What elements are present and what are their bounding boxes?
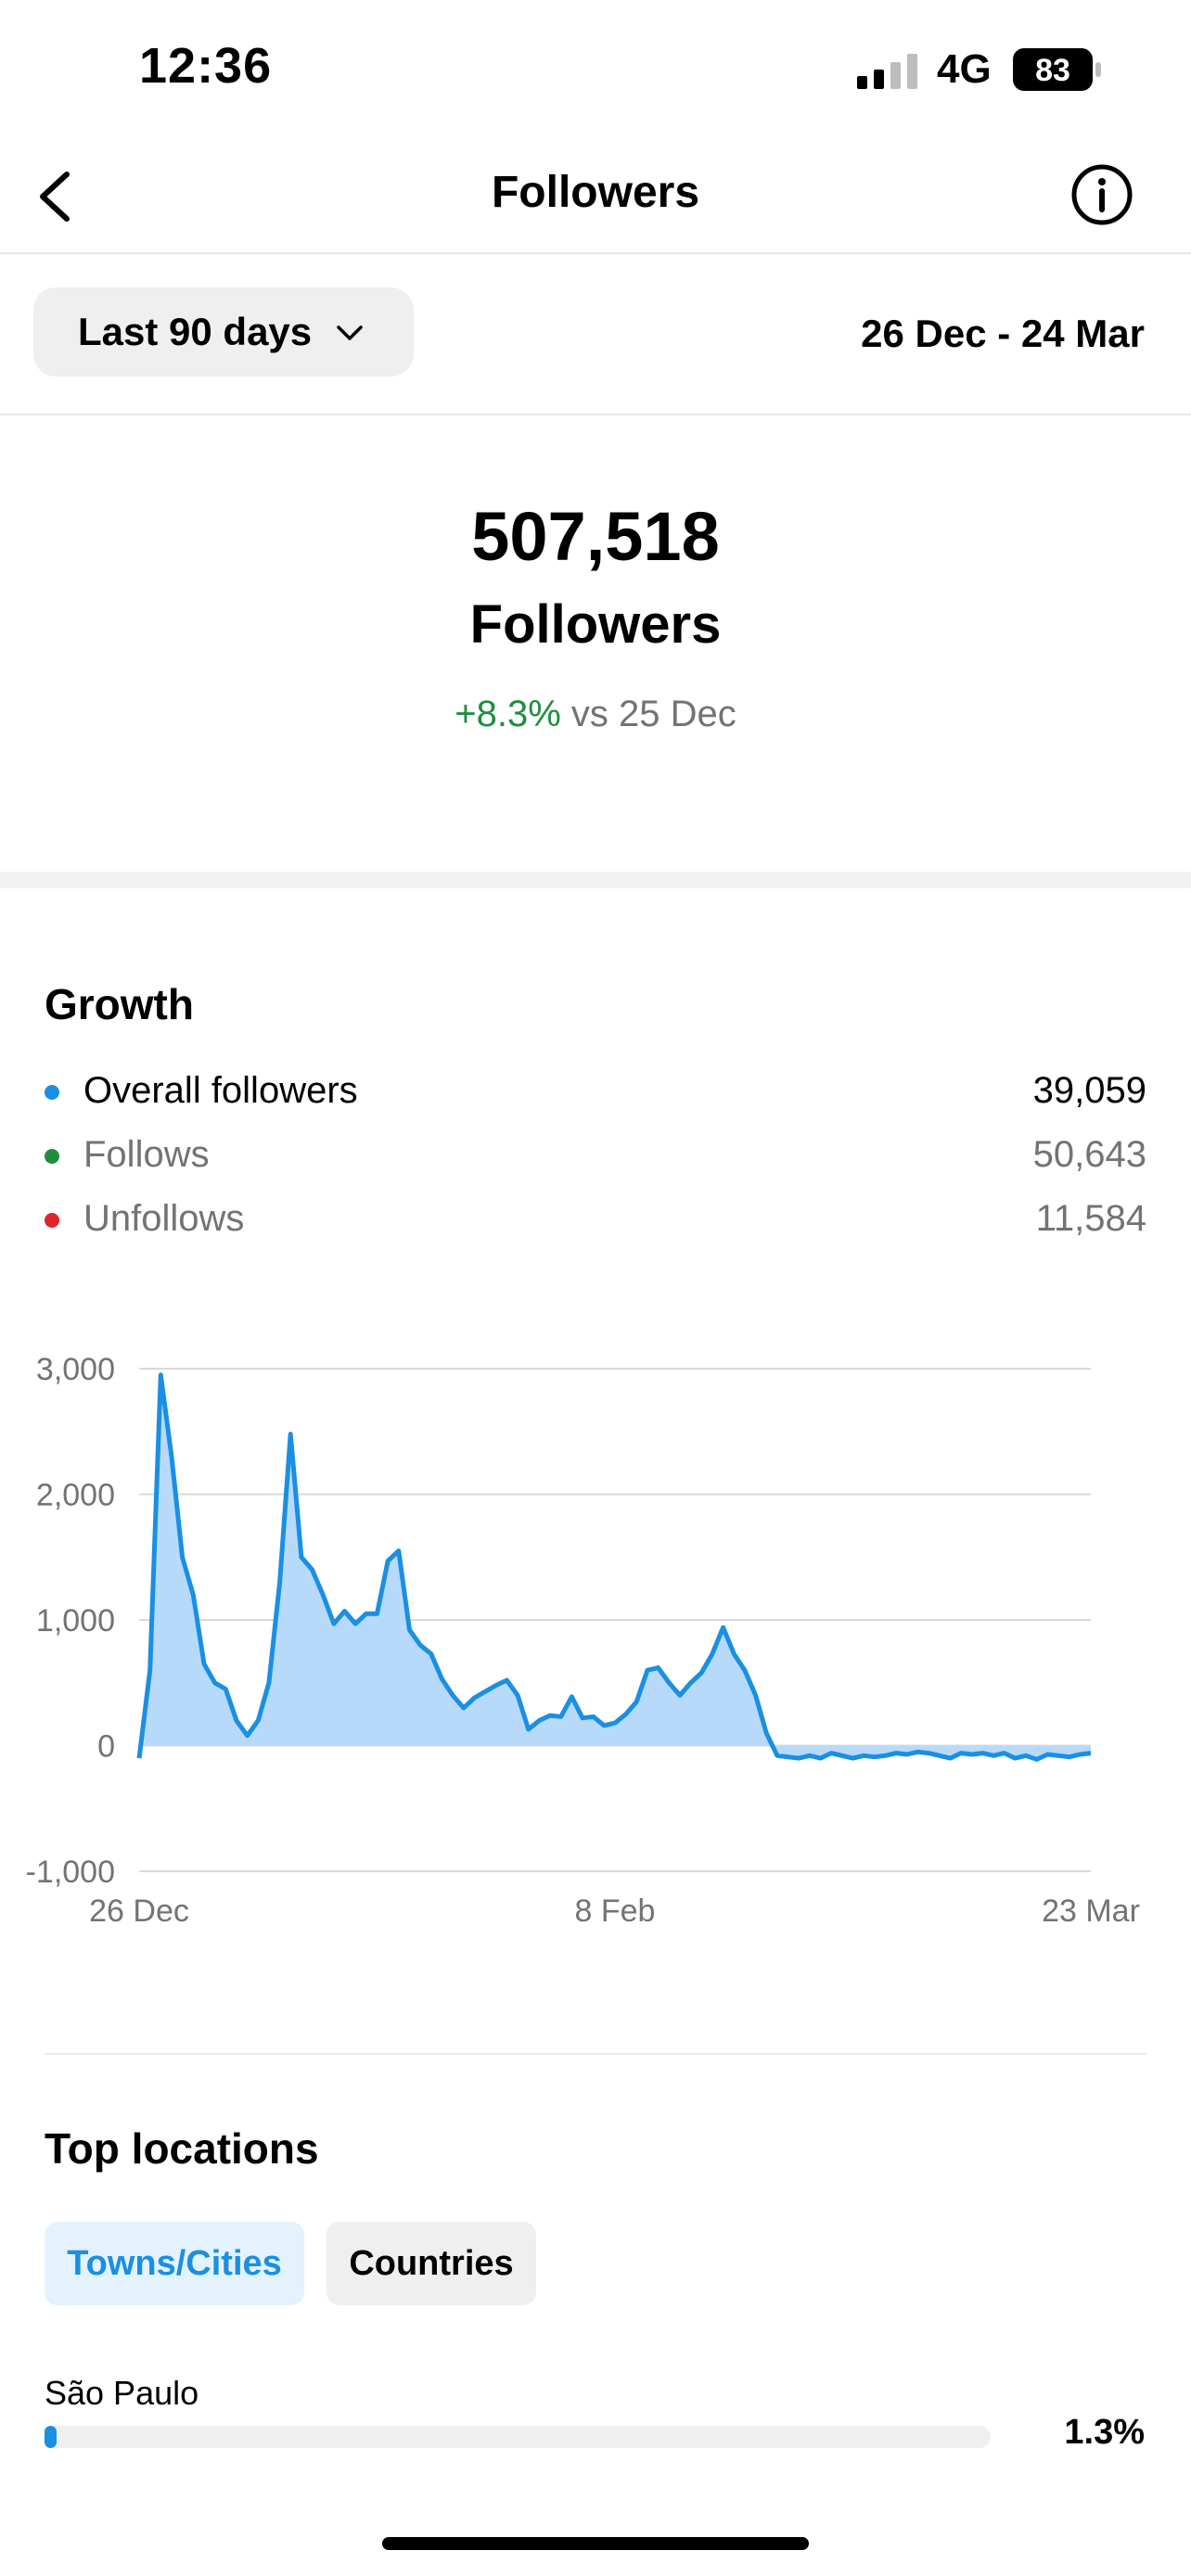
legend-label: Unfollows xyxy=(83,1198,245,1239)
info-icon[interactable] xyxy=(1065,158,1139,232)
legend-dot-blue xyxy=(45,1085,59,1100)
location-bar-fill xyxy=(45,2426,58,2448)
signal-strength-icon xyxy=(857,54,917,89)
tab-towns-cities[interactable]: Towns/Cities xyxy=(45,2222,304,2305)
legend-unfollows: Unfollows 11,584 xyxy=(45,1191,1146,1246)
legend-value: 39,059 xyxy=(1032,1070,1146,1111)
network-type: 4G xyxy=(937,46,992,92)
chart-x-axis: 26 Dec 8 Feb 23 Mar xyxy=(89,1894,1140,1929)
filter-row: Last 90 days 26 Dec - 24 Mar xyxy=(0,254,1191,415)
change-percent: +8.3% xyxy=(455,694,561,734)
legend-overall-followers: Overall followers 39,059 xyxy=(45,1063,1146,1118)
location-name: São Paulo xyxy=(45,2374,199,2412)
chart-y-tick-label: 1,000 xyxy=(36,1603,115,1639)
follower-change: +8.3% vs 25 Dec xyxy=(0,694,1191,735)
date-range-dropdown[interactable]: Last 90 days xyxy=(33,287,414,376)
legend-dot-green xyxy=(45,1149,59,1164)
legend-value: 50,643 xyxy=(1032,1134,1146,1175)
date-range-dropdown-label: Last 90 days xyxy=(78,310,313,353)
chart-y-tick-label: 0 xyxy=(97,1729,115,1765)
legend-label: Overall followers xyxy=(83,1070,358,1111)
chevron-down-icon xyxy=(337,325,363,340)
location-bar xyxy=(45,2426,991,2448)
battery-level: 83 xyxy=(1035,53,1070,88)
date-range-text: 26 Dec - 24 Mar xyxy=(861,312,1145,355)
chart-y-tick-label: 2,000 xyxy=(36,1478,115,1513)
chart-area-fill xyxy=(139,1374,1091,1760)
home-indicator xyxy=(382,2537,809,2550)
chart-y-tick-label: 3,000 xyxy=(36,1352,115,1387)
growth-chart[interactable]: 3,000 2,000 1,000 0 -1,000 26 Dec 8 Feb 23 Mar xyxy=(0,1317,1191,1929)
legend-dot-red xyxy=(45,1213,59,1228)
change-comparison: vs 25 Dec xyxy=(560,694,736,734)
chevron-left-icon[interactable] xyxy=(26,159,100,234)
page-title: Followers xyxy=(491,168,700,217)
status-time: 12:36 xyxy=(139,38,273,94)
chart-y-axis: 3,000 2,000 1,000 0 -1,000 xyxy=(26,1352,115,1890)
chart-x-tick-label: 8 Feb xyxy=(575,1894,656,1929)
top-locations-title: Top locations xyxy=(45,2124,319,2173)
section-divider xyxy=(45,2053,1146,2055)
chart-x-tick-label: 23 Mar xyxy=(1042,1894,1140,1929)
growth-title: Growth xyxy=(45,980,194,1028)
location-percent: 1.3% xyxy=(1064,2413,1145,2452)
tab-countries[interactable]: Countries xyxy=(327,2222,536,2305)
follower-summary: 507,518 Followers +8.3% vs 25 Dec xyxy=(0,415,1191,872)
legend-follows: Follows 50,643 xyxy=(45,1127,1146,1182)
chart-series-line xyxy=(136,1372,1092,1762)
battery-icon: 83 xyxy=(1013,48,1101,91)
section-divider xyxy=(0,872,1191,888)
chart-x-tick-label: 26 Dec xyxy=(89,1894,189,1929)
legend-label: Follows xyxy=(83,1134,210,1175)
legend-value: 11,584 xyxy=(1035,1198,1146,1239)
follower-total-label: Followers xyxy=(469,594,722,655)
follower-total: 507,518 xyxy=(471,498,720,575)
chart-y-tick-label: -1,000 xyxy=(26,1855,115,1890)
status-bar: 12:36 4G 83 xyxy=(0,0,1191,139)
nav-bar: Followers xyxy=(0,139,1191,254)
